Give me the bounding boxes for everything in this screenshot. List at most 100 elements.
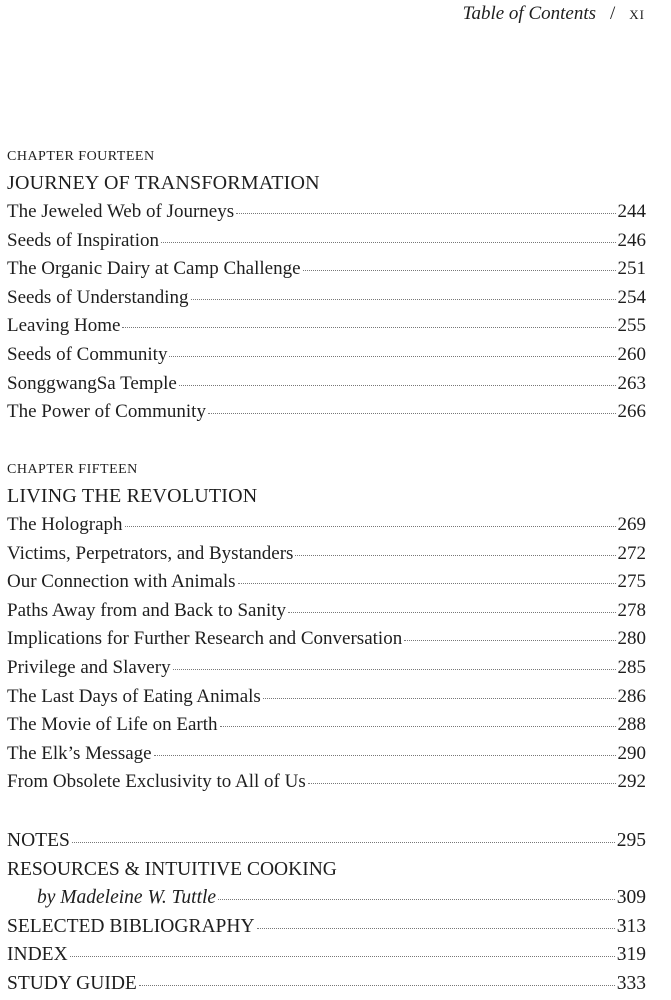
toc-entry-page: 244 (617, 201, 647, 222)
dot-leader (207, 413, 616, 415)
toc-entry-title: NOTES (7, 830, 70, 851)
toc-entry-title: Seeds of Inspiration (7, 229, 159, 251)
chapter-fourteen-section: CHAPTER FOURTEEN JOURNEY OF TRANSFORMATI… (7, 146, 646, 427)
toc-entry-page: 263 (617, 372, 647, 394)
header-separator: / (610, 3, 616, 24)
toc-entry-title: Privilege and Slavery (7, 656, 171, 678)
toc-entry-page: 286 (617, 685, 647, 707)
chapter-label: CHAPTER FOURTEEN (7, 149, 155, 164)
dot-leader (236, 213, 616, 214)
toc-entry[interactable]: The Last Days of Eating Animals 286 (7, 683, 646, 712)
toc-entry[interactable]: RESOURCES & INTUITIVE COOKING (7, 856, 646, 885)
toc-entry[interactable]: Implications for Further Research and Co… (7, 625, 646, 654)
dot-leader (71, 842, 615, 843)
toc-entry-page: 255 (617, 315, 647, 337)
toc-entry-title: The Last Days of Eating Animals (7, 685, 261, 707)
toc-entry-page: 309 (616, 887, 646, 909)
toc-entry-title: The Elk’s Message (7, 742, 152, 764)
toc-entry-title: INDEX (7, 944, 68, 966)
toc-entry-page: 313 (616, 915, 646, 937)
toc-entry[interactable]: Leaving Home 255 (7, 312, 646, 341)
dot-leader (404, 640, 616, 642)
toc-entry-title: The Movie of Life on Earth (7, 714, 218, 736)
toc-entry-title: SonggwangSa Temple (7, 372, 177, 394)
toc-entry[interactable]: NOTES 295 (7, 827, 646, 856)
toc-entry-title: Implications for Further Research and Co… (7, 628, 403, 650)
dot-leader (69, 956, 615, 958)
toc-entry-title: Our Connection with Animals (7, 571, 236, 593)
dot-leader (160, 241, 616, 243)
toc-entry-page: 290 (617, 742, 647, 764)
toc-entry[interactable]: Our Connection with Animals 275 (7, 568, 646, 597)
toc-entry[interactable]: The Elk’s Message 290 (7, 740, 646, 769)
back-matter-section: NOTES 295 RESOURCES & INTUITIVE COOKING by … (7, 827, 646, 999)
toc-entry-page: 246 (617, 229, 647, 251)
running-header: Table of Contents / xi (463, 3, 645, 25)
chapter-fifteen-section: CHAPTER FIFTEEN LIVING THE REVOLUTION Th… (7, 459, 646, 797)
toc-entry-page: 260 (617, 343, 647, 365)
toc-entry-title: From Obsolete Exclusivity to All of Us (7, 771, 306, 793)
dot-leader (124, 526, 616, 527)
toc-entry-page: 266 (617, 401, 647, 423)
toc-entry[interactable]: Paths Away from and Back to Sanity 278 (7, 597, 646, 626)
toc-entry-page: 269 (617, 514, 647, 535)
toc-entry[interactable]: STUDY GUIDE 333 (7, 970, 646, 999)
dot-leader (295, 554, 616, 556)
toc-entry[interactable]: The Movie of Life on Earth 288 (7, 711, 646, 740)
toc-entry-page: 272 (617, 542, 647, 564)
toc-entry-page: 319 (616, 944, 646, 966)
toc-entry[interactable]: The Organic Dairy at Camp Challenge 251 (7, 255, 646, 284)
dot-leader (302, 270, 616, 272)
toc-entry[interactable]: SELECTED BIBLIOGRAPHY 313 (7, 913, 646, 942)
toc-entry-title: Seeds of Understanding (7, 286, 189, 308)
toc-entry-title: by Madeleine W. Tuttle (37, 887, 217, 909)
page-number: xi (629, 3, 645, 24)
toc-entry-page: 278 (617, 599, 647, 621)
running-header-title: Table of Contents (462, 3, 596, 24)
dot-leader (138, 984, 615, 986)
dot-leader (219, 726, 616, 728)
toc-entry-page: 333 (616, 972, 646, 994)
toc-entry[interactable]: The Holograph 269 (7, 511, 646, 540)
dot-leader (178, 384, 616, 386)
dot-leader (153, 754, 616, 756)
toc-entry[interactable]: Privilege and Slavery 285 (7, 654, 646, 683)
toc-entry[interactable]: SonggwangSa Temple 263 (7, 370, 646, 399)
toc-entry[interactable]: Seeds of Community 260 (7, 341, 646, 370)
toc-entry-title: SELECTED BIBLIOGRAPHY (7, 915, 255, 937)
dot-leader (256, 927, 615, 929)
chapter-title: JOURNEY OF TRANSFORMATION (7, 172, 320, 194)
toc-entry-page: 285 (617, 656, 647, 678)
dot-leader (262, 697, 616, 699)
toc-entry[interactable]: Seeds of Understanding 254 (7, 284, 646, 313)
toc-entry-page: 251 (617, 258, 647, 280)
dot-leader (169, 355, 616, 357)
toc-entry-page: 292 (617, 771, 647, 793)
toc-entry-page: 295 (616, 830, 646, 851)
dot-leader (172, 668, 616, 670)
toc-entry-title: Paths Away from and Back to Sanity (7, 599, 286, 621)
toc-entry-title: The Power of Community (7, 401, 206, 423)
toc-entry[interactable]: From Obsolete Exclusivity to All of Us 29… (7, 768, 646, 797)
dot-leader (288, 611, 616, 613)
dot-leader (190, 298, 616, 300)
toc-entry[interactable]: Victims, Perpetrators, and Bystanders 272 (7, 540, 646, 569)
toc-entry-title: Leaving Home (7, 315, 121, 337)
toc-entry[interactable]: by Madeleine W. Tuttle 309 (7, 884, 646, 913)
toc-entry-page: 280 (617, 628, 647, 650)
chapter-label: CHAPTER FIFTEEN (7, 462, 138, 477)
toc-entry-title: The Holograph (7, 514, 123, 535)
toc-entry-title: Seeds of Community (7, 343, 168, 365)
toc-entry[interactable]: The Jeweled Web of Journeys 244 (7, 198, 646, 227)
toc-entry-page: 275 (617, 571, 647, 593)
toc-entries: The Holograph 269 Victims, Perpetrators, a… (7, 511, 646, 797)
toc-entry-page: 254 (617, 286, 647, 308)
toc-entry[interactable]: Seeds of Inspiration 246 (7, 227, 646, 256)
toc-entry[interactable]: INDEX 319 (7, 941, 646, 970)
toc-entry-title: The Jeweled Web of Journeys (7, 201, 235, 222)
toc-entry-title: Victims, Perpetrators, and Bystanders (7, 542, 294, 564)
toc-entry-title: The Organic Dairy at Camp Challenge (7, 258, 301, 280)
dot-leader (218, 899, 615, 901)
toc-entry[interactable]: The Power of Community 266 (7, 398, 646, 427)
toc-entry-title: RESOURCES & INTUITIVE COOKING (7, 858, 337, 880)
